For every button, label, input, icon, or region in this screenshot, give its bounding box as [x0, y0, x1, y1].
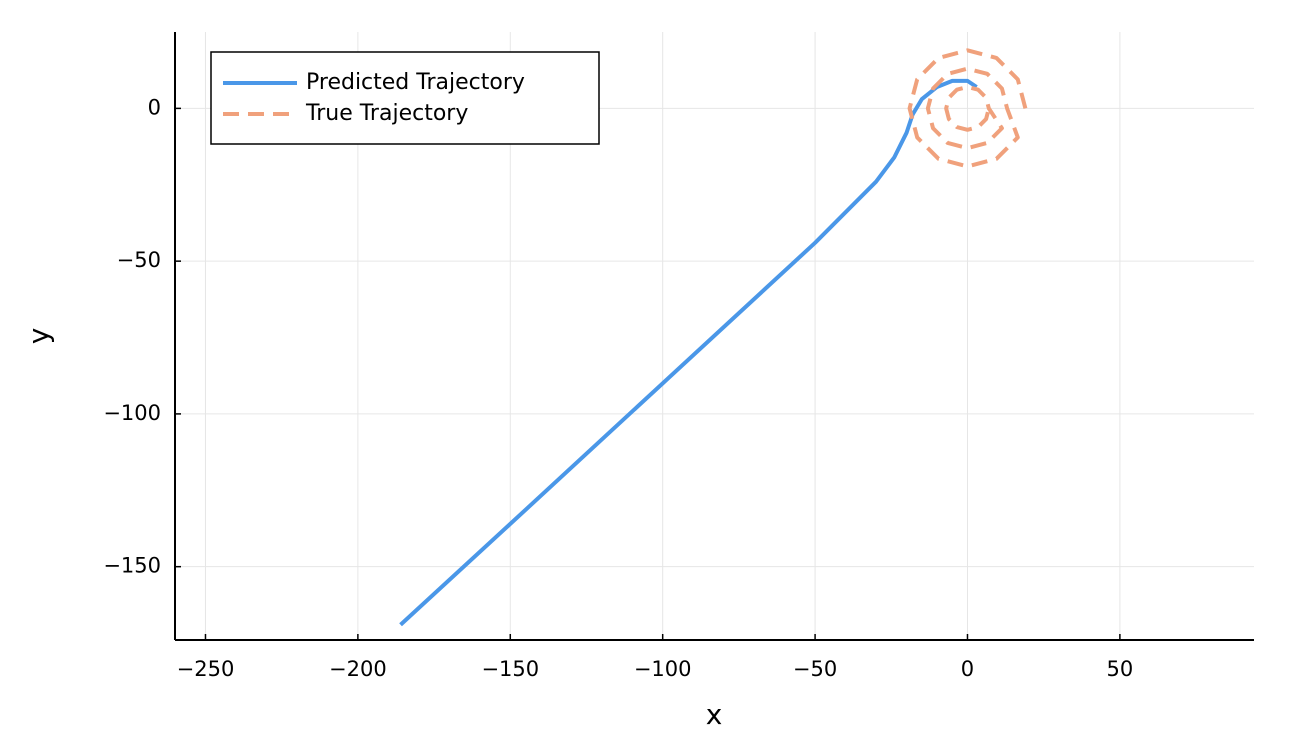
x-tick-label: −100: [634, 657, 692, 681]
x-tick-label: −250: [177, 657, 235, 681]
x-axis-title: x: [706, 698, 723, 731]
data-line: [907, 48, 1028, 169]
legend-label: Predicted Trajectory: [306, 70, 525, 95]
y-tick-label: 0: [148, 95, 161, 119]
data-line: [399, 78, 978, 627]
x-tick-label: 50: [1107, 657, 1134, 681]
x-tick-label: −150: [481, 657, 539, 681]
x-tick-label: 0: [961, 657, 974, 681]
y-tick-label: −50: [117, 248, 161, 272]
y-axis-title: y: [22, 328, 55, 345]
legend-label: True Trajectory: [305, 101, 468, 126]
x-tick-label: −200: [329, 657, 387, 681]
y-tick-label: −100: [103, 401, 161, 425]
legend-box: [210, 51, 600, 145]
x-tick-label: −50: [793, 657, 837, 681]
y-tick-label: −150: [103, 554, 161, 578]
